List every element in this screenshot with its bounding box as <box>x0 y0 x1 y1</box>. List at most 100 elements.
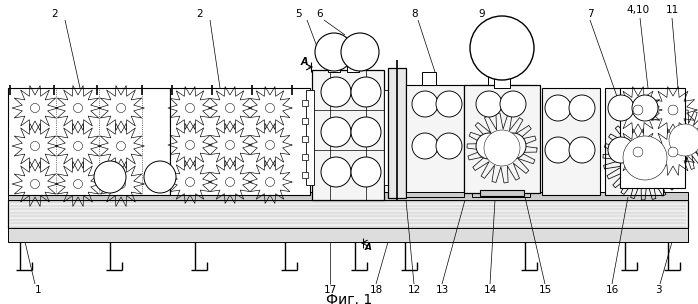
Text: 2: 2 <box>197 9 203 19</box>
Circle shape <box>436 91 462 117</box>
Bar <box>312 70 384 200</box>
Circle shape <box>73 141 82 150</box>
Circle shape <box>500 91 526 117</box>
Circle shape <box>351 157 381 187</box>
Text: 17: 17 <box>323 285 336 295</box>
Bar <box>542 88 600 195</box>
Circle shape <box>265 140 274 150</box>
Circle shape <box>321 117 351 147</box>
Text: 9: 9 <box>479 9 485 19</box>
Circle shape <box>500 133 526 159</box>
Bar <box>605 88 663 195</box>
Circle shape <box>73 179 82 188</box>
Text: 13: 13 <box>436 285 449 295</box>
Text: А: А <box>364 244 371 253</box>
Circle shape <box>436 133 462 159</box>
Circle shape <box>351 117 381 147</box>
Circle shape <box>117 141 126 150</box>
Text: 7: 7 <box>587 9 593 19</box>
Text: 1: 1 <box>35 285 41 295</box>
Bar <box>328 60 340 72</box>
Circle shape <box>94 161 126 193</box>
Bar <box>494 78 510 88</box>
Circle shape <box>117 179 126 188</box>
Text: 14: 14 <box>484 285 496 295</box>
Bar <box>8 228 688 242</box>
Text: 16: 16 <box>605 285 618 295</box>
Bar <box>384 90 392 185</box>
Circle shape <box>632 95 658 121</box>
Circle shape <box>31 179 40 188</box>
Circle shape <box>186 103 195 112</box>
Text: А: А <box>300 57 308 67</box>
Circle shape <box>476 133 502 159</box>
Circle shape <box>545 95 571 121</box>
Bar <box>302 154 308 160</box>
Text: 2: 2 <box>52 9 59 19</box>
Circle shape <box>484 130 520 166</box>
Bar <box>306 90 314 185</box>
Bar <box>347 60 359 72</box>
Text: 4,10: 4,10 <box>626 5 650 15</box>
Bar <box>302 118 308 124</box>
Circle shape <box>633 105 643 115</box>
Circle shape <box>668 105 678 115</box>
Circle shape <box>470 16 534 80</box>
Circle shape <box>569 95 595 121</box>
Circle shape <box>623 136 667 180</box>
Bar <box>406 85 464 195</box>
Bar <box>472 85 530 195</box>
Text: 12: 12 <box>408 285 421 295</box>
Circle shape <box>545 137 571 163</box>
Circle shape <box>144 161 176 193</box>
Circle shape <box>633 147 643 157</box>
Circle shape <box>225 178 235 187</box>
Bar <box>8 88 170 195</box>
Circle shape <box>639 151 652 164</box>
Text: Фиг. 1: Фиг. 1 <box>326 293 372 304</box>
Bar <box>390 172 396 178</box>
Circle shape <box>412 133 438 159</box>
Circle shape <box>31 141 40 150</box>
Circle shape <box>412 91 438 117</box>
Circle shape <box>341 33 379 71</box>
Text: 18: 18 <box>369 285 383 295</box>
Bar <box>302 100 308 106</box>
Circle shape <box>117 103 126 112</box>
Circle shape <box>186 140 195 150</box>
Circle shape <box>569 137 595 163</box>
Text: 15: 15 <box>538 285 551 295</box>
Text: 5: 5 <box>295 9 302 19</box>
Bar <box>406 192 464 197</box>
Bar <box>302 172 308 178</box>
Text: 8: 8 <box>412 9 418 19</box>
Bar <box>620 88 685 188</box>
Bar <box>388 68 406 198</box>
Circle shape <box>669 124 698 156</box>
Bar <box>480 190 524 196</box>
Bar <box>8 200 688 228</box>
Bar <box>488 72 502 85</box>
Bar <box>422 72 436 85</box>
Circle shape <box>680 135 690 145</box>
Circle shape <box>321 157 351 187</box>
Bar <box>390 118 396 124</box>
Circle shape <box>632 137 658 163</box>
Bar <box>390 100 396 106</box>
Circle shape <box>476 91 502 117</box>
Circle shape <box>186 178 195 187</box>
Text: 11: 11 <box>665 5 678 15</box>
Circle shape <box>321 77 351 107</box>
Circle shape <box>225 140 235 150</box>
Text: 6: 6 <box>317 9 323 19</box>
Circle shape <box>608 95 634 121</box>
Bar <box>390 136 396 142</box>
Bar <box>464 85 540 193</box>
Circle shape <box>351 77 381 107</box>
Circle shape <box>31 103 40 112</box>
Circle shape <box>225 103 235 112</box>
Circle shape <box>265 178 274 187</box>
Circle shape <box>668 147 678 157</box>
Circle shape <box>265 103 274 112</box>
Bar <box>302 136 308 142</box>
